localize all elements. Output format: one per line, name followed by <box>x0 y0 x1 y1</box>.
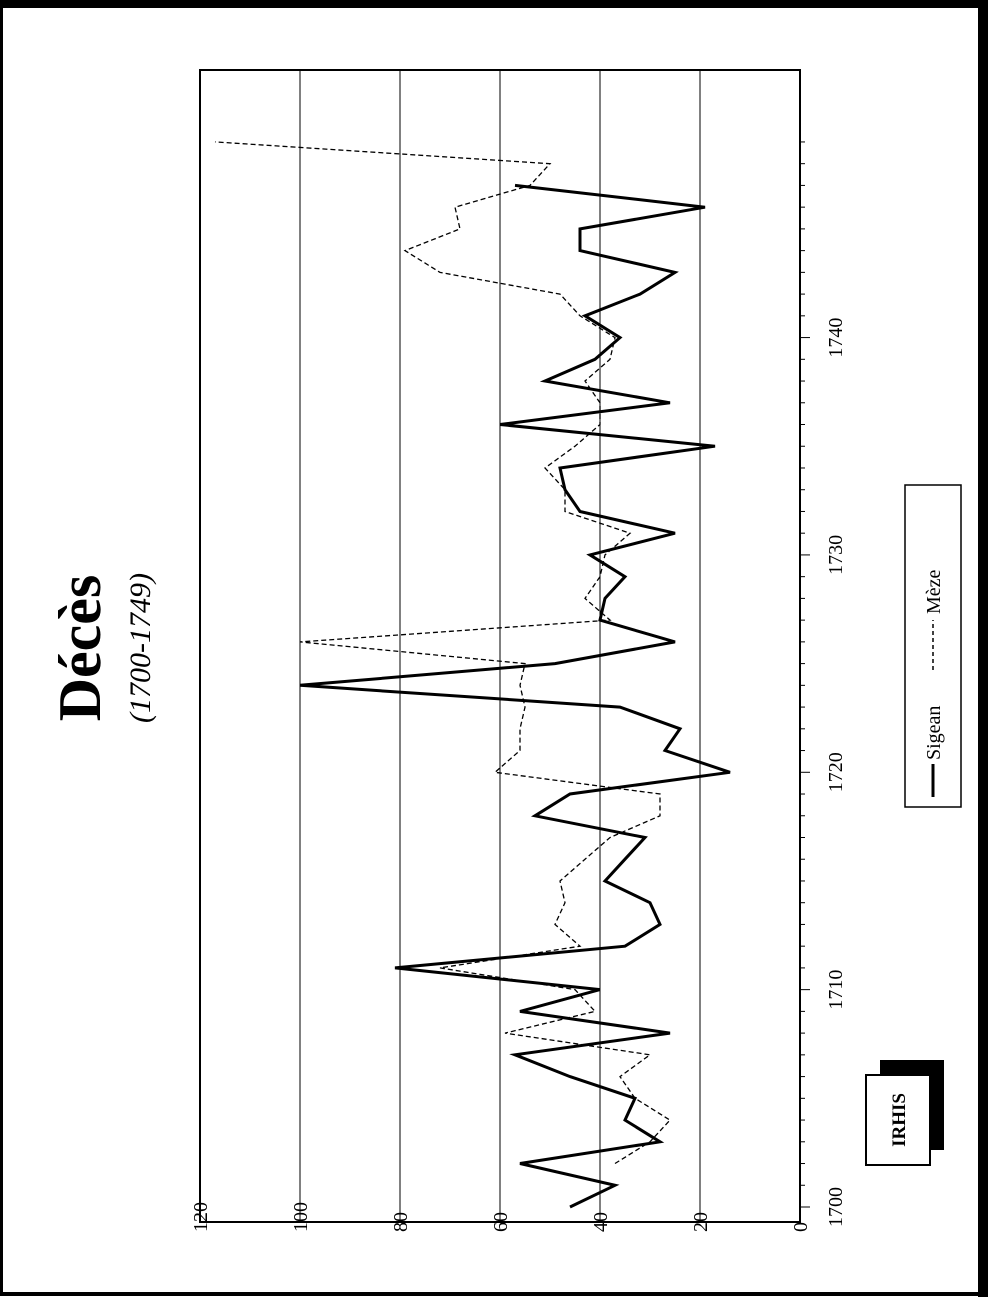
y-tick-label: 80 <box>390 1212 412 1232</box>
grid-lines <box>299 70 701 1222</box>
x-tick-label: 1730 <box>825 535 847 575</box>
y-axis-ticks: 0 20 40 60 80 100 120 <box>190 1202 812 1232</box>
y-tick-label: 120 <box>190 1202 212 1232</box>
chart-subtitle: (1700-1749) <box>124 573 157 723</box>
logo-text: IRHIS <box>889 1093 910 1147</box>
y-tick-label: 60 <box>490 1212 512 1232</box>
x-tick-label: 1740 <box>825 318 847 358</box>
series-line-meze <box>214 141 672 1165</box>
x-tick-label: 1710 <box>825 970 847 1010</box>
series-line-sigean <box>299 183 731 1209</box>
irhis-logo: IRHIS <box>865 1060 944 1166</box>
chart-title: Décès <box>47 575 113 722</box>
x-tick-label: 1700 <box>825 1187 847 1227</box>
x-axis-ticks: 1700 1710 1720 1730 1740 <box>800 141 847 1227</box>
legend: Sigean Mèze <box>904 484 962 808</box>
x-tick-label: 1720 <box>825 752 847 792</box>
page-frame-top-band <box>0 0 988 8</box>
logo-box <box>865 1074 931 1166</box>
y-tick-label: 40 <box>590 1212 612 1232</box>
y-tick-label: 100 <box>290 1202 312 1232</box>
series-group <box>214 141 731 1209</box>
page-frame-right-band <box>978 0 988 1297</box>
y-tick-label: 0 <box>790 1222 812 1232</box>
legend-label-meze: Mèze <box>923 569 945 614</box>
y-tick-label: 20 <box>690 1212 712 1232</box>
legend-label-sigean: Sigean <box>923 706 945 760</box>
